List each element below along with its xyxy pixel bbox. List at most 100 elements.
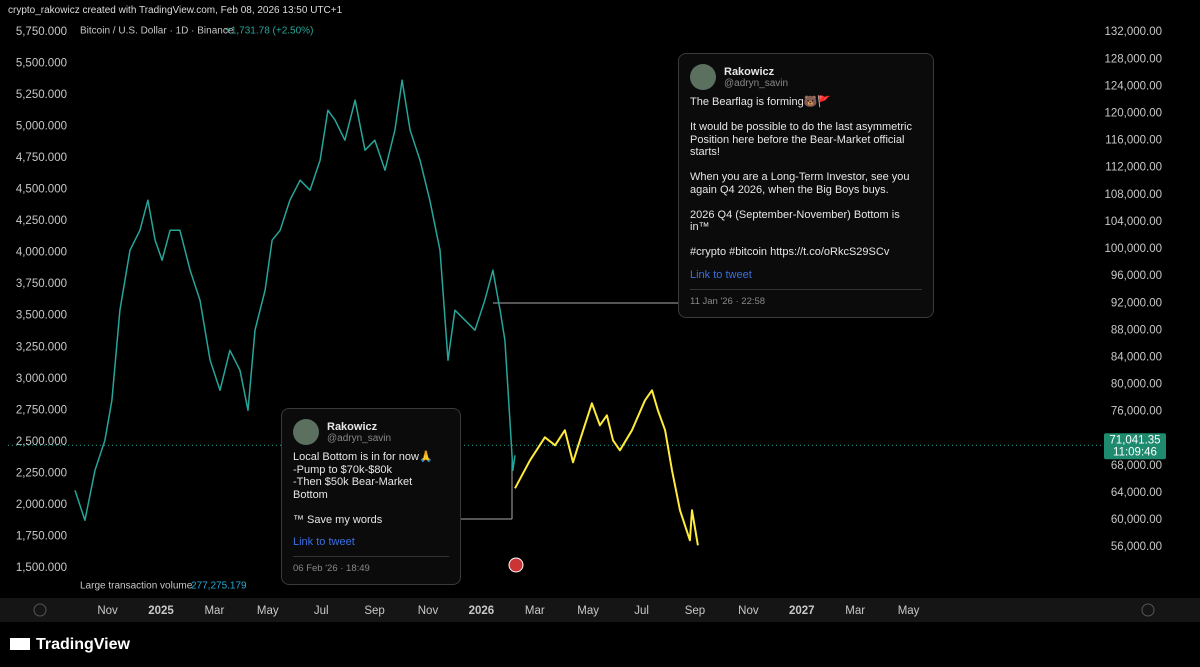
y2-tick-label: 2,750.000 bbox=[16, 404, 67, 416]
x-tick-label: Jul bbox=[314, 605, 329, 617]
author-handle: @adryn_savin bbox=[327, 432, 392, 444]
series-line bbox=[74, 79, 516, 522]
tweet-line: 2026 Q4 (September-November) Bottom is i… bbox=[690, 208, 900, 234]
tweet-date: 06 Feb '26 · 18:49 bbox=[293, 563, 370, 574]
tweet-line: Local Bottom is in for now🙏 bbox=[293, 451, 433, 463]
y-tick-label: 56,000.00 bbox=[1111, 541, 1162, 553]
y2-tick-label: 5,750.000 bbox=[16, 26, 67, 38]
tweet-link[interactable]: Link to tweet bbox=[293, 536, 449, 557]
y-tick-label: 132,000.00 bbox=[1104, 26, 1162, 38]
x-tick-label: May bbox=[577, 605, 599, 617]
logo bbox=[10, 638, 30, 650]
tweet-line: -Pump to $70k-$80k bbox=[293, 463, 393, 476]
author-name: Rakowicz bbox=[724, 65, 775, 78]
indicator-value: 277,275.179 bbox=[191, 581, 247, 592]
y2-tick-label: 2,000.000 bbox=[16, 499, 67, 511]
x-tick-label: Nov bbox=[738, 605, 759, 617]
y2-tick-label: 3,250.000 bbox=[16, 341, 67, 353]
x-tick-label: Nov bbox=[97, 605, 118, 617]
x-tick-label: 2026 bbox=[469, 605, 495, 617]
y2-tick-label: 2,500.000 bbox=[16, 436, 67, 448]
y2-tick-label: 5,500.000 bbox=[16, 58, 67, 70]
x-tick-label: Mar bbox=[845, 605, 865, 617]
countdown: 11:09:46 bbox=[1113, 446, 1157, 458]
x-tick-label: Sep bbox=[685, 605, 705, 617]
y-tick-label: 100,000.00 bbox=[1104, 243, 1162, 255]
last-price-label: 71,041.35 bbox=[1109, 434, 1160, 446]
tweet-line: Position here before the Bear-Market off… bbox=[690, 133, 905, 146]
tweet-line: again Q4 2026, when the Big Boys buys. bbox=[690, 183, 889, 196]
y-tick-label: 112,000.00 bbox=[1105, 162, 1162, 174]
indicator-name: Large transaction volume bbox=[80, 581, 193, 592]
x-tick-label: Nov bbox=[418, 605, 439, 617]
y2-tick-label: 4,500.000 bbox=[16, 184, 67, 196]
y-tick-label: 60,000.00 bbox=[1111, 514, 1162, 526]
icon[interactable] bbox=[1141, 603, 1155, 617]
tweet-line bbox=[690, 234, 922, 247]
legend-symbol: Bitcoin / U.S. Dollar · 1D · Binance bbox=[80, 26, 234, 37]
y2-tick-label: 4,750.000 bbox=[16, 152, 67, 164]
y-tick-label: 116,000.00 bbox=[1105, 135, 1162, 147]
y-tick-label: 128,000.00 bbox=[1104, 53, 1162, 65]
author-name: Rakowicz bbox=[327, 420, 378, 433]
y-tick-label: 88,000.00 bbox=[1111, 324, 1162, 336]
avatar bbox=[293, 419, 319, 445]
y-tick-label: 76,000.00 bbox=[1111, 406, 1162, 418]
y-tick-label: 120,000.00 bbox=[1104, 108, 1162, 120]
x-tick-label: Mar bbox=[204, 605, 224, 617]
y-tick-label: 96,000.00 bbox=[1111, 270, 1162, 282]
y-tick-label: 92,000.00 bbox=[1111, 297, 1162, 309]
tweet-header: Rakowicz @adryn_savin bbox=[293, 419, 449, 445]
tweet-line bbox=[690, 196, 922, 209]
y2-tick-label: 1,750.000 bbox=[16, 530, 67, 542]
y2-tick-label: 3,500.000 bbox=[16, 310, 67, 322]
y2-tick-label: 4,000.000 bbox=[16, 247, 67, 259]
tweet-date: 11 Jan '26 · 22:58 bbox=[690, 295, 766, 307]
tweet-link[interactable]: Link to tweet bbox=[690, 269, 922, 290]
y-tick-label: 68,000.00 bbox=[1111, 460, 1162, 472]
x-tick-label: May bbox=[898, 605, 920, 617]
y2-tick-label: 3,750.000 bbox=[16, 278, 67, 290]
y2-tick-label: 1,500.000 bbox=[16, 562, 67, 574]
y-tick-label: 104,000.00 bbox=[1104, 216, 1162, 228]
flag-badge[interactable] bbox=[508, 557, 524, 573]
author: Rakowicz @adryn_savin bbox=[724, 66, 788, 89]
y-tick-label: 108,000.00 bbox=[1104, 189, 1162, 201]
x-tick-label: Jul bbox=[634, 605, 649, 617]
y2-tick-label: 3,000.000 bbox=[16, 373, 67, 385]
icon[interactable] bbox=[33, 603, 47, 617]
author: Rakowicz @adryn_savin bbox=[327, 421, 391, 444]
x-tick-label: 2025 bbox=[148, 605, 174, 617]
tweet-line: -Then $50k Bear-Market Bottom bbox=[293, 476, 413, 501]
time-axis-bg bbox=[0, 598, 1200, 622]
tweet-line: #crypto #bitcoin https://t.co/oRkcS29SCv bbox=[690, 246, 890, 258]
tweet-line bbox=[690, 159, 922, 172]
tweet-header: Rakowicz @adryn_savin bbox=[690, 64, 922, 90]
header-caption: crypto_rakowicz created with TradingView… bbox=[8, 5, 343, 16]
x-tick-label: Mar bbox=[525, 605, 545, 617]
tweet-line bbox=[293, 501, 449, 514]
tweet-line: When you are a Long-Term Investor, see y… bbox=[690, 171, 910, 183]
tweet-line: It would be possible to do the last asym… bbox=[690, 121, 912, 133]
legend-change: +1,731.78 (+2.50%) bbox=[225, 26, 313, 37]
tweet-card: Rakowicz @adryn_savin The Bearflag is form… bbox=[678, 53, 934, 318]
y-tick-label: 124,000.00 bbox=[1104, 80, 1162, 92]
last-price-box bbox=[1104, 433, 1166, 460]
y2-tick-label: 5,000.000 bbox=[16, 121, 67, 133]
y2-tick-label: 2,250.000 bbox=[16, 467, 67, 479]
tweet-line: starts! bbox=[690, 146, 720, 158]
x-tick-label: 2027 bbox=[789, 605, 815, 617]
y-tick-label: 84,000.00 bbox=[1111, 351, 1162, 363]
tweet-line: ™ Save my words bbox=[293, 513, 383, 526]
y2-tick-label: 4,250.000 bbox=[16, 215, 67, 227]
tweet-line bbox=[690, 109, 922, 122]
y-tick-label: 64,000.00 bbox=[1111, 487, 1162, 499]
x-tick-label: May bbox=[257, 605, 279, 617]
x-tick-label: Sep bbox=[364, 605, 384, 617]
series-line bbox=[514, 389, 699, 546]
avatar bbox=[690, 64, 716, 90]
y-tick-label: 80,000.00 bbox=[1111, 379, 1162, 391]
tweet-card: Rakowicz @adryn_savin Local Bottom is in f… bbox=[281, 408, 461, 585]
